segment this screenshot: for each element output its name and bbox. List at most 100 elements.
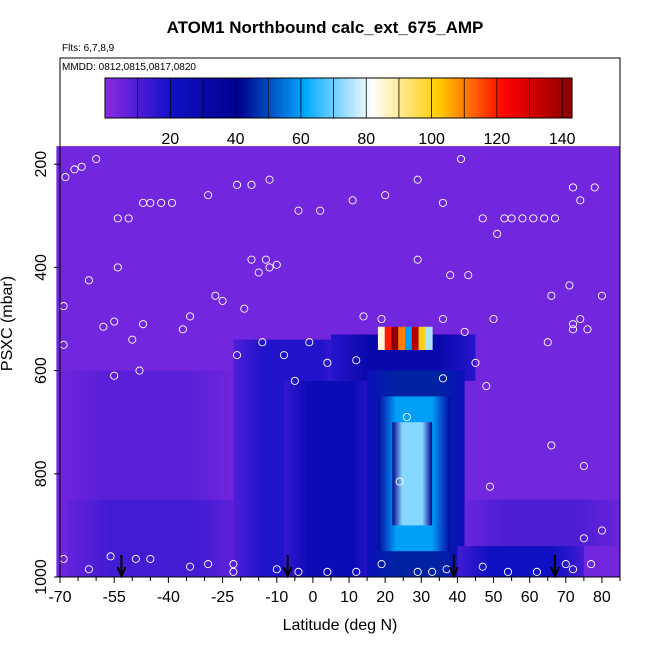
colorbar-cell (173, 78, 178, 118)
colorbar-cell (444, 78, 449, 118)
sample-point (167, 198, 177, 207)
colorbar-cell (291, 78, 296, 118)
colorbar-cell (359, 78, 364, 118)
sample-point (128, 335, 137, 344)
sample-point (77, 162, 86, 171)
colorbar-cell (353, 78, 358, 118)
colorbar-cell (144, 78, 149, 118)
colorbar-frame (104, 77, 573, 119)
colorbar-cell (395, 78, 400, 118)
sample-point (576, 314, 585, 324)
sample-point (106, 552, 115, 561)
colorbar-cell (392, 78, 397, 118)
y-tick-label: 400 (33, 254, 50, 281)
sample-point (428, 567, 437, 576)
sample-point (568, 320, 578, 329)
colorbar-cell (474, 78, 478, 118)
sample-point (471, 358, 480, 367)
sample-point (316, 206, 325, 215)
flight-arrow-head (116, 566, 127, 579)
colorbar-tick-label: 120 (484, 131, 511, 148)
colorbar-cell (408, 78, 413, 118)
sample-point (204, 560, 213, 569)
flight-arrow-head (448, 566, 459, 579)
x-tick-label: 40 (449, 589, 467, 606)
sample-point (359, 312, 368, 321)
heatmap-region (457, 546, 584, 577)
sample-point (597, 291, 606, 300)
sample-point (413, 255, 422, 264)
colorbar-cell (532, 78, 537, 118)
colorbar-cell (490, 78, 495, 118)
colorbar-cell (470, 78, 475, 118)
colorbar-cell (379, 78, 384, 118)
x-tick-label: -10 (265, 589, 288, 606)
sample-point (84, 276, 93, 285)
sample-point (146, 554, 155, 563)
sample-point (110, 317, 119, 326)
sample-point (579, 534, 588, 543)
colorbar-cell (134, 78, 139, 118)
colorbar-cell (258, 78, 263, 118)
sample-point (254, 268, 263, 277)
colorbar-cell (323, 78, 328, 118)
colorbar-cell (294, 78, 299, 118)
colorbar-cell (196, 78, 201, 118)
x-axis-label: Latitude (deg N) (283, 617, 398, 634)
colorbar-cell (284, 78, 289, 118)
heatmap-hotspot-cell (425, 326, 433, 350)
y-axis-label: PSXC (mbar) (0, 276, 16, 371)
colorbar-cell (271, 78, 276, 118)
heatmap-hotspot-cell (377, 326, 386, 350)
flight-arrow-head (282, 566, 293, 579)
colorbar-cell (150, 78, 155, 118)
colorbar-cell (467, 78, 472, 118)
colorbar-cell (317, 78, 322, 118)
x-tick-label: 50 (485, 589, 503, 606)
x-tick-label: -25 (211, 589, 234, 606)
sample-point (446, 271, 455, 280)
x-tick-label: 10 (340, 589, 358, 606)
colorbar-cell (235, 78, 240, 118)
flight-arrow-head (550, 566, 560, 579)
colorbar-cell (562, 78, 567, 118)
colorbar-cell (105, 78, 109, 118)
colorbar-cell (307, 78, 312, 118)
colorbar-cell (457, 78, 462, 118)
sample-point (265, 175, 274, 184)
colorbar-cell (483, 78, 488, 118)
sample-point (438, 374, 448, 383)
y-tick-label: 800 (33, 460, 50, 487)
sample-point (413, 567, 422, 576)
colorbar-cell (127, 78, 132, 118)
colorbar-tick-label: 100 (418, 131, 445, 148)
sample-point (503, 567, 513, 576)
colorbar-cell (327, 78, 331, 118)
colorbar-cell (212, 78, 217, 118)
sample-point (478, 562, 487, 571)
colorbar-cell (477, 78, 482, 118)
colorbar-cell (206, 78, 211, 118)
sample-point (352, 567, 361, 576)
sample-point (460, 327, 469, 336)
colorbar-cell (229, 78, 233, 118)
sample-point (565, 281, 574, 290)
colorbar-cell (343, 78, 348, 118)
sample-point (352, 356, 361, 365)
sample-point (294, 567, 303, 576)
colorbar-cell (160, 78, 165, 118)
sample-point (590, 183, 599, 192)
colorbar-tick-label: 140 (549, 131, 576, 148)
sample-point (579, 462, 588, 471)
sample-point (279, 351, 289, 360)
sample-point (576, 196, 585, 205)
sample-point (92, 154, 101, 164)
sample-point (211, 291, 220, 300)
sample-point (290, 376, 299, 385)
sample-point (186, 312, 195, 321)
plot-frame (59, 57, 621, 578)
colorbar-cell (251, 78, 256, 118)
colorbar-cell (389, 78, 393, 118)
colorbar-cell (157, 78, 162, 118)
